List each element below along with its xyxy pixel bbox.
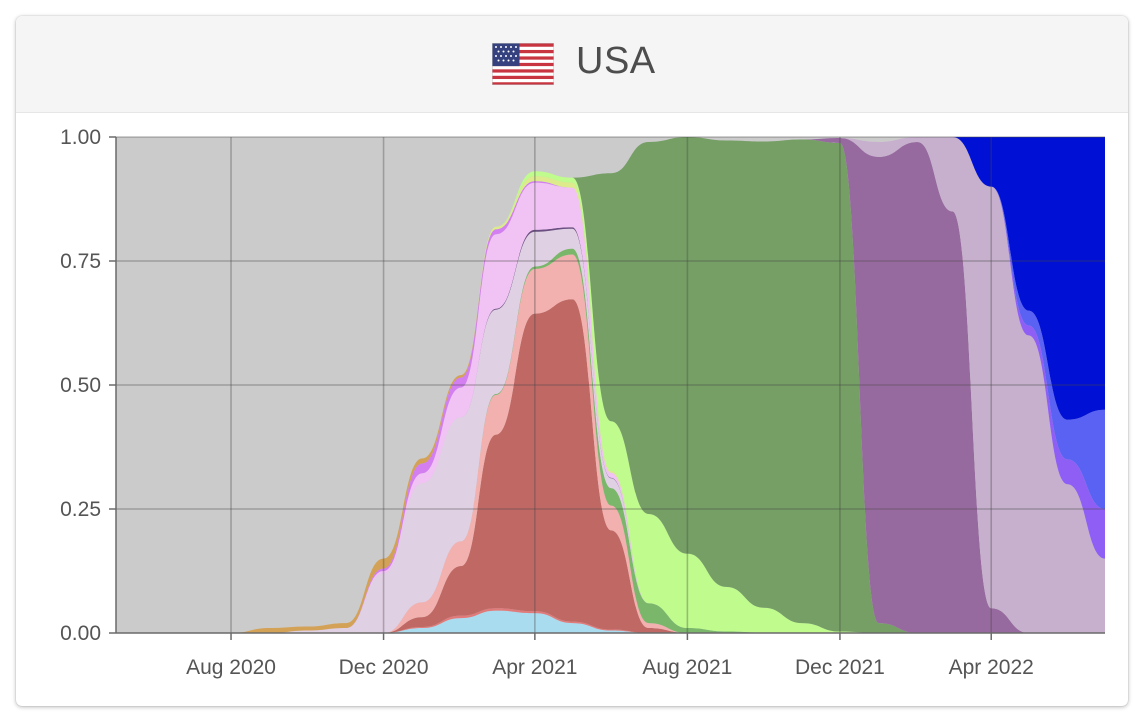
area-series-12 (231, 171, 1106, 633)
y-tick-label: 0.75 (60, 250, 101, 273)
x-tick-label: Apr 2021 (492, 656, 577, 679)
x-tick-label: Dec 2021 (795, 656, 885, 679)
y-tick-label: 0.25 (60, 498, 101, 521)
area-series-13 (231, 137, 1106, 633)
x-tick-label: Apr 2022 (949, 656, 1034, 679)
x-tick-label: Aug 2021 (642, 656, 732, 679)
us-flag-icon (492, 43, 554, 85)
area-series-14 (231, 137, 1106, 633)
x-tick-label: Dec 2020 (339, 656, 429, 679)
area-series-15 (231, 137, 1106, 633)
area-series-1 (231, 610, 1106, 633)
area-series-6 (231, 228, 1106, 633)
y-tick-label: 0.50 (60, 374, 101, 397)
card-header: USA (16, 16, 1128, 113)
x-tick-label: Aug 2020 (186, 656, 276, 679)
y-tick-label: 0.00 (60, 622, 101, 645)
chart-card: USA Aug 2020 Dec 2020 Apr 2021 Aug 2021 Dec … (16, 16, 1128, 706)
y-tick-label: 1.00 (60, 126, 101, 149)
chart-title: USA (576, 40, 656, 82)
area-series-18 (231, 137, 1106, 633)
stacked-area-chart: Aug 2020 Dec 2020 Apr 2021 Aug 2021 Dec 2021… (60, 126, 1106, 679)
